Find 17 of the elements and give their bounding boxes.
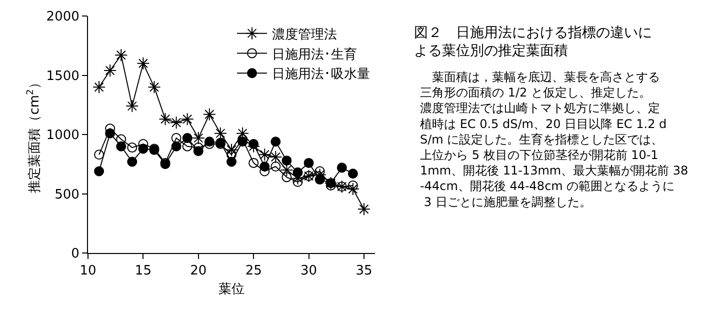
legend-label: 日施用法･吸水量 [272, 67, 370, 82]
x-axis-title: 葉位 [218, 282, 244, 298]
x-tick-label: 25 [245, 264, 262, 279]
x-tick-label: 10 [80, 264, 96, 279]
y-tick-label: 1000 [46, 128, 80, 144]
text: 葉面積は，葉幅を底辺、葉長を高さとする三角形の面積の 1/2 と仮定し、推定した。濃度管理法では山崎トマト処方に準拠し、定植時は EC 0.5 dS/m、20 日目以降 EC 1.2 dS/m に設定した。生育を指標とした区では、上位から 5 枚目の下位節茎径が開花前 10-11mm、開花後 11-13mm、最大葉幅が開花前 38-44cm、開花後 44-48cm の範囲となるように 3 日ごとに施肥量を調整した。 [420, 70, 688, 209]
x-tick-label: 35 [356, 264, 372, 279]
x-tick-label: 20 [190, 264, 207, 279]
y-tick-label: 500 [54, 187, 80, 202]
y-tick-label: 2000 [46, 10, 80, 25]
y-tick-label: 1500 [46, 68, 80, 84]
legend-label: 濃度管理法 [272, 26, 337, 42]
text: 図２ 日施用法における指標の違いによる葉位別の推定葉面積 [414, 25, 652, 60]
legend-label: 日施用法･生育 [272, 46, 357, 62]
x-tick-label: 30 [300, 264, 318, 279]
y-tick-label: 0 [71, 246, 80, 262]
x-tick-label: 15 [134, 264, 152, 279]
